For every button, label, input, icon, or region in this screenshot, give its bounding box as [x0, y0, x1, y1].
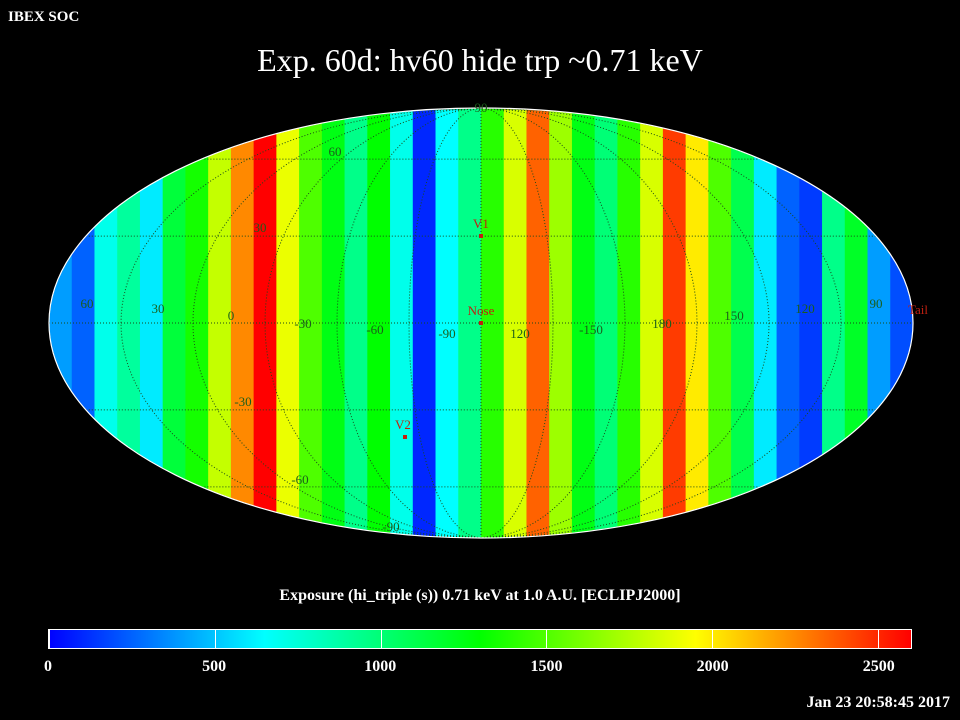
- exposure-band: [549, 108, 573, 538]
- longitude-label: 30: [152, 301, 165, 316]
- marker-v2-label: V2: [395, 417, 411, 432]
- marker-v1-dot: [479, 234, 483, 238]
- latitude-label: -60: [291, 472, 308, 487]
- colorbar-tick-label: 0: [44, 658, 52, 675]
- colorbar-tick: [877, 630, 879, 648]
- exposure-band: [162, 108, 187, 538]
- colorbar-tick-label: 1500: [530, 658, 563, 675]
- colorbar-tick-label: 2000: [696, 658, 729, 675]
- exposure-band: [321, 108, 346, 538]
- colorbar: [48, 629, 912, 649]
- latitude-label: -90: [382, 519, 399, 534]
- agency-label: IBEX SOC: [8, 9, 80, 25]
- longitude-label: 0: [228, 308, 235, 323]
- exposure-band: [367, 108, 391, 538]
- longitude-label: -90: [438, 326, 455, 341]
- exposure-band: [503, 108, 528, 538]
- map-title: Exp. 60d: hv60 hide trp ~0.71 keV: [257, 42, 703, 78]
- exposure-band: [230, 108, 255, 538]
- longitude-label: -60: [366, 322, 383, 337]
- meridian-line: [480, 108, 698, 538]
- sky-map: 90 60 30 -30 -60 -90 60 30 0 -30 -60 -90 120 -150 180 1…: [48, 100, 928, 539]
- exposure-band: [640, 108, 664, 538]
- exposure-band: [753, 108, 778, 538]
- meridian-line: [408, 108, 482, 538]
- meridian-line: [264, 108, 482, 538]
- exposure-band: [117, 108, 141, 538]
- latitude-label: 60: [329, 144, 342, 159]
- exposure-band: [344, 108, 368, 538]
- colorbar-tick: [380, 630, 382, 648]
- exposure-band: [662, 108, 687, 538]
- meridian-line: [480, 108, 554, 538]
- longitude-label: -150: [579, 322, 603, 337]
- exposure-band: [594, 108, 619, 538]
- marker-v1-label: V1: [473, 216, 489, 231]
- meridian-line: [120, 108, 482, 538]
- timestamp: Jan 23 20:58:45 2017: [806, 694, 950, 711]
- longitude-label: 120: [795, 301, 815, 316]
- longitude-label: 60: [81, 296, 94, 311]
- latitude-label: 30: [254, 220, 267, 235]
- exposure-band: [481, 108, 505, 538]
- marker-nose-label: Nose: [468, 303, 495, 318]
- longitude-label: 120: [510, 326, 530, 341]
- meridian-line: [480, 108, 842, 538]
- exposure-band: [208, 108, 232, 538]
- colorbar-tick: [214, 630, 216, 648]
- latitude-label: 90: [475, 100, 488, 115]
- colorbar-tick: [49, 630, 50, 648]
- longitude-label: 180: [652, 316, 672, 331]
- latitude-label: -30: [234, 394, 251, 409]
- exposure-band: [776, 108, 800, 538]
- exposure-band: [617, 108, 641, 538]
- exposure-band: [799, 108, 823, 538]
- colorbar-tick-label: 1000: [364, 658, 397, 675]
- longitude-label: 90: [870, 296, 883, 311]
- map-outline: [48, 107, 914, 539]
- longitude-label: -30: [294, 316, 311, 331]
- exposure-band: [822, 108, 846, 538]
- marker-tail-label: Tail: [908, 302, 928, 317]
- marker-v2-dot: [403, 435, 407, 439]
- longitude-label: 150: [724, 308, 744, 323]
- exposure-band: [185, 108, 209, 538]
- colorbar-tick-label: 2500: [862, 658, 895, 675]
- colorbar-label: Exposure (hi_triple (s)) 0.71 keV at 1.0…: [279, 587, 681, 604]
- exposure-band: [708, 108, 732, 538]
- colorbar-tick: [546, 630, 548, 648]
- colorbar-tick-label: 500: [202, 658, 227, 675]
- marker-nose-dot: [479, 321, 483, 325]
- colorbar-tick: [712, 630, 714, 648]
- exposure-band: [390, 108, 414, 538]
- exposure-band: [435, 108, 459, 538]
